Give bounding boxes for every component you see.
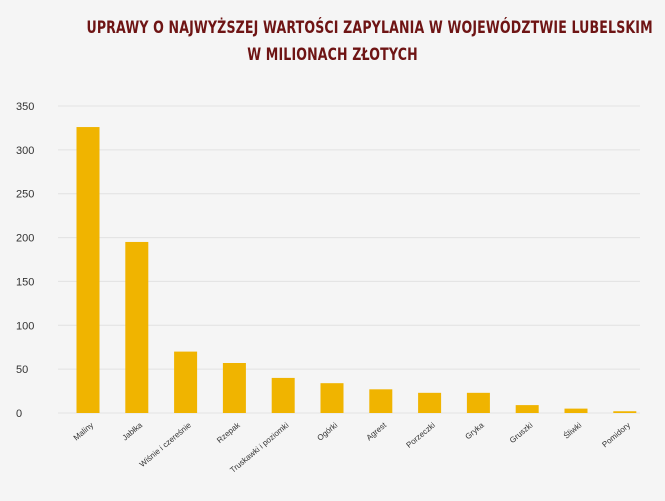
bar [125,241,149,413]
bar [613,411,637,413]
x-tick-label: Ogórki [315,420,339,442]
y-tick-label: 0 [16,408,22,420]
y-tick-label: 300 [16,145,34,157]
y-tick-label: 200 [16,233,34,245]
bar [76,127,100,414]
bar [369,389,393,413]
bar [564,408,588,413]
bar [466,392,490,413]
y-tick-label: 250 [16,189,34,201]
bar [515,405,539,413]
bar [418,392,442,413]
bar [320,383,344,413]
chart-title-line2: W MILIONACH ZŁOTYCH [247,45,418,65]
x-tick-label: Maliny [72,421,95,443]
bar [174,351,198,413]
y-tick-label: 150 [16,276,34,288]
x-tick-label: Rzepak [215,420,242,445]
chart-title-line1: UPRAWY O NAJWYŻSZEJ WARTOŚCI ZAPYLANIA W… [86,18,653,38]
x-tick-label: Wiśnie i czereśnie [138,420,194,469]
bar [222,363,246,413]
bar [271,377,295,413]
y-tick-label: 100 [16,320,34,332]
x-tick-label: Jabłka [121,420,145,442]
x-tick-label: Agrest [365,420,389,442]
x-tick-label: Porzeczki [405,421,438,450]
x-tick-label: Gruszki [508,421,535,445]
x-tick-label: Śliwki [562,420,584,440]
x-tick-label: Pomidory [600,421,632,450]
y-tick-label: 350 [16,101,34,113]
y-tick-label: 50 [16,364,28,376]
x-tick-label: Gryka [464,420,487,441]
